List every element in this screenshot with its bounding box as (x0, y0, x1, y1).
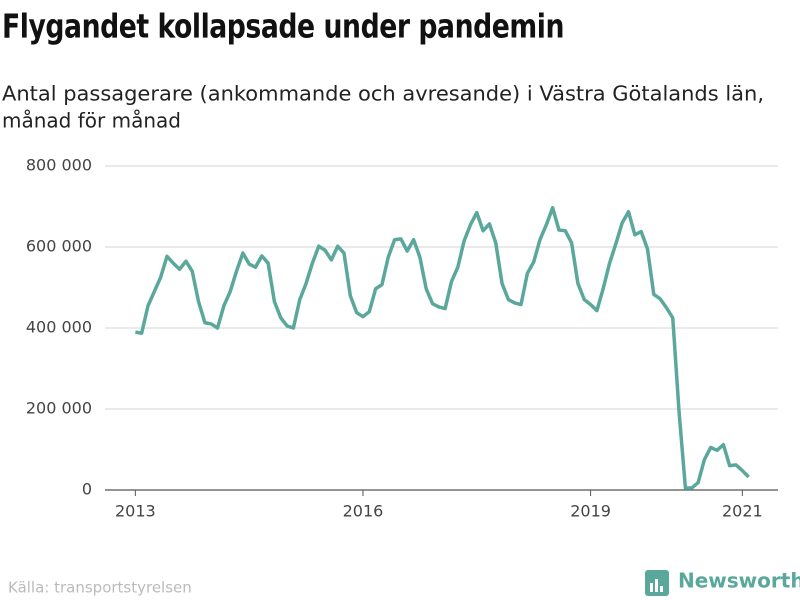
y-tick-label: 600 000 (26, 237, 92, 256)
logo-bar (650, 583, 653, 592)
line (135, 205, 750, 490)
subtitle: Antal passagerare (ankommande och avresa… (2, 82, 764, 106)
x-tick-label: 2019 (570, 502, 611, 521)
y-tick-label: 400 000 (26, 318, 92, 337)
brand: Newsworthy (678, 569, 800, 593)
chart-title: Flygandet kollapsade under pandemin (2, 7, 564, 46)
y-tick-label: 200 000 (26, 399, 92, 418)
x-tick-label: 2013 (115, 502, 156, 521)
logo-bar (655, 579, 658, 592)
source: Källa: transportstyrelsen (8, 579, 192, 597)
x-tick-label: 2021 (722, 502, 763, 521)
subtitle: månad för månad (2, 109, 181, 133)
y-tick-label: 0 (82, 480, 92, 499)
logo-bar (660, 586, 663, 592)
brand-logo (645, 570, 669, 596)
x-tick-label: 2016 (343, 502, 384, 521)
y-tick-label: 800 000 (26, 156, 92, 175)
